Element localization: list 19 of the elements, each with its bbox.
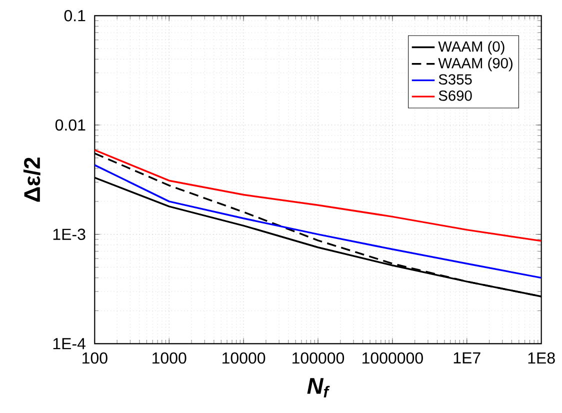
x-tick-label: 1000000 [362,352,423,364]
line-series [94,149,542,242]
legend-label: S690 [438,90,472,101]
y-tick-label: 0.01 [55,119,86,131]
line-series [94,164,542,279]
y-tick-label: 0.1 [64,10,86,22]
x-axis-title: N$_{f}$ [307,378,330,398]
y-tick-label: 1E-3 [53,228,86,240]
legend-label: S355 [438,74,472,85]
x-tick-label: 1000 [152,352,186,364]
x-tick-label: 100000 [292,352,344,364]
x-tick-label: 1E7 [454,352,480,364]
y-tick-label: 1E-4 [53,338,86,350]
y-axis-title: Δε/2 [23,158,40,202]
x-tick-label: 1E8 [528,352,555,364]
legend-label: WAAM (90) [438,58,512,72]
x-tick-label: 10000 [222,352,266,364]
legend-label: WAAM (0) [438,40,504,55]
x-tick-label: 100 [82,352,108,364]
